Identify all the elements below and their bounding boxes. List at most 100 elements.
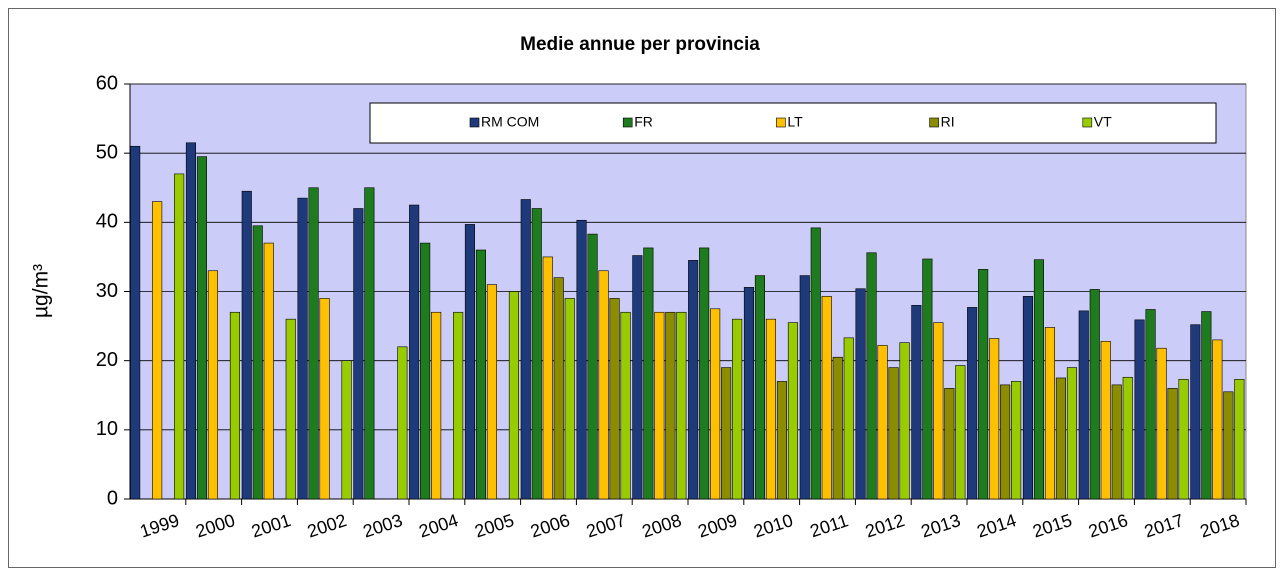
bar [732, 318, 743, 500]
y-tick-label: 10 [96, 418, 118, 440]
bar [810, 227, 821, 500]
bar [420, 242, 431, 500]
bar [1178, 379, 1189, 500]
legend-label: RI [941, 114, 955, 130]
y-axis-label: µg/m³ [30, 264, 53, 318]
bar [765, 318, 777, 500]
bar [665, 311, 676, 500]
bar [743, 287, 755, 500]
bar [508, 291, 520, 500]
bar [710, 308, 721, 500]
bar [1190, 324, 1201, 500]
bar [297, 197, 308, 500]
bar [1145, 309, 1156, 500]
bar [654, 311, 665, 500]
bar [308, 187, 319, 500]
bar [207, 270, 218, 500]
legend-label: FR [634, 114, 653, 130]
legend-box [369, 102, 1217, 144]
bar [620, 311, 631, 500]
bar [955, 365, 966, 500]
bar [888, 367, 899, 500]
bar [229, 311, 240, 500]
bar [576, 219, 587, 500]
bar [431, 311, 442, 500]
bar [978, 269, 989, 500]
bar [1044, 327, 1055, 500]
bar [364, 187, 375, 500]
bar [520, 199, 531, 500]
bar [877, 345, 888, 500]
bar [1122, 376, 1133, 500]
bar [609, 298, 620, 500]
bar [911, 305, 922, 500]
bar [1000, 384, 1011, 500]
bar [933, 322, 944, 500]
bar [1223, 391, 1234, 500]
bar [1100, 340, 1111, 500]
bar [843, 337, 854, 500]
bar [185, 142, 196, 500]
bar [353, 208, 364, 500]
y-tick-label: 0 [107, 487, 118, 509]
y-tick-label: 60 [96, 72, 118, 94]
bar [285, 318, 296, 500]
legend-swatch [776, 117, 786, 128]
bar [475, 249, 487, 500]
bar [1201, 311, 1212, 500]
bar [699, 247, 710, 500]
y-tick-label: 30 [96, 280, 118, 302]
bar [754, 275, 766, 500]
legend-swatch [622, 117, 633, 128]
bar [531, 208, 542, 500]
bar [319, 298, 330, 500]
bar [821, 296, 832, 500]
bar [598, 270, 609, 500]
legend-label: LT [787, 114, 803, 130]
legend-label: VT [1094, 114, 1112, 130]
bar [1111, 384, 1122, 500]
bar [776, 381, 788, 500]
legend-label: RM COM [481, 114, 539, 130]
bar [152, 201, 163, 500]
bar [486, 284, 498, 500]
bar [263, 242, 274, 500]
bar [1212, 339, 1223, 500]
bar [643, 247, 654, 500]
bar [1055, 377, 1066, 500]
y-tick-label: 40 [96, 211, 118, 233]
bar [632, 255, 643, 500]
bar [676, 311, 687, 500]
bar [553, 277, 564, 500]
bar [1066, 367, 1077, 500]
bar [721, 367, 732, 500]
bar [1167, 388, 1178, 500]
bar [564, 298, 575, 500]
bar [922, 258, 933, 500]
bar [409, 204, 420, 500]
bar [1011, 381, 1022, 500]
bar [1134, 319, 1145, 500]
bar [397, 346, 408, 500]
bar [1156, 347, 1167, 500]
bar [832, 356, 843, 500]
bar [453, 311, 464, 500]
bar [989, 338, 1000, 500]
bar [1033, 259, 1044, 500]
bar [1089, 289, 1100, 500]
bar [130, 145, 141, 500]
bar [196, 156, 207, 500]
bar [967, 307, 978, 500]
bar [899, 342, 910, 500]
bar [241, 190, 252, 500]
bar [587, 233, 598, 500]
chart-title: Medie annue per provincia [520, 34, 760, 55]
bar [1234, 379, 1245, 500]
legend-swatch [469, 117, 480, 128]
bar [174, 173, 185, 500]
bar [252, 225, 263, 500]
legend-swatch [1082, 117, 1093, 128]
bar [464, 224, 476, 500]
bar [688, 260, 699, 500]
